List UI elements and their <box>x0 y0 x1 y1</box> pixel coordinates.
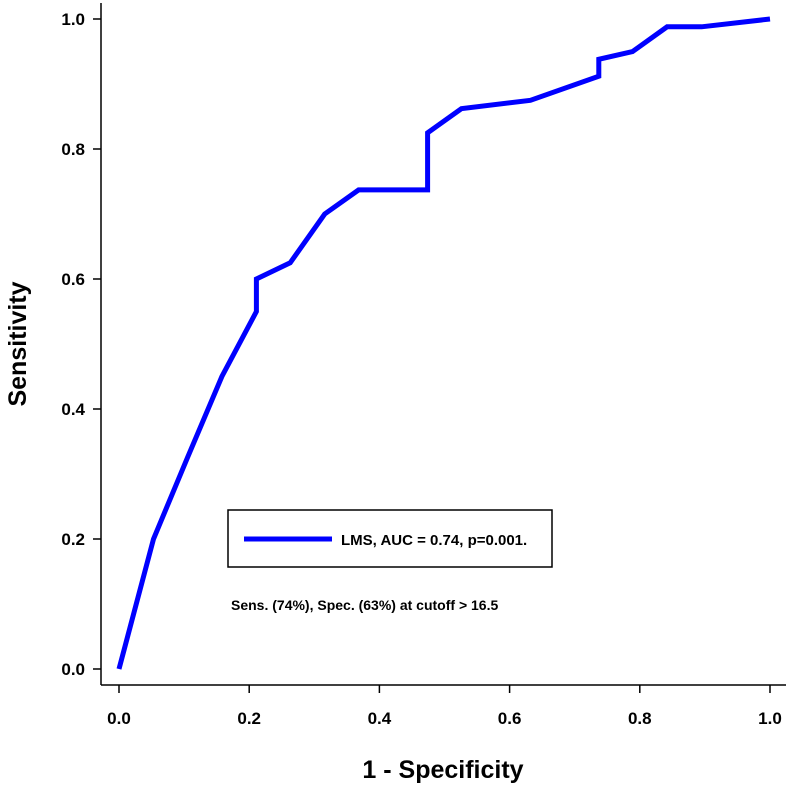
y-tick-label: 0.6 <box>61 270 85 289</box>
x-tick-label: 0.0 <box>107 709 131 728</box>
x-tick-label: 0.8 <box>628 709 652 728</box>
legend-label: LMS, AUC = 0.74, p=0.001. <box>341 532 527 549</box>
y-tick-label: 1.0 <box>61 10 85 29</box>
x-axis-title: 1 - Specificity <box>362 756 523 784</box>
x-tick-label: 1.0 <box>758 709 782 728</box>
y-axis-ticks: 0.0 0.2 0.4 0.6 0.8 1.0 <box>61 10 101 679</box>
x-tick-label: 0.4 <box>368 709 392 728</box>
y-tick-label: 0.4 <box>61 400 85 419</box>
x-tick-label: 0.2 <box>237 709 261 728</box>
legend: LMS, AUC = 0.74, p=0.001. <box>227 509 553 568</box>
y-axis-title: Sensitivity <box>4 281 32 406</box>
roc-series-line <box>116 16 771 670</box>
cutoff-annotation: Sens. (74%), Spec. (63%) at cutoff > 16.… <box>231 597 498 613</box>
y-tick-label: 0.8 <box>61 140 85 159</box>
x-tick-label: 0.6 <box>498 709 522 728</box>
x-axis-ticks: 0.0 0.2 0.4 0.6 0.8 1.0 <box>107 685 782 728</box>
y-tick-label: 0.0 <box>61 660 85 679</box>
y-tick-label: 0.2 <box>61 530 85 549</box>
